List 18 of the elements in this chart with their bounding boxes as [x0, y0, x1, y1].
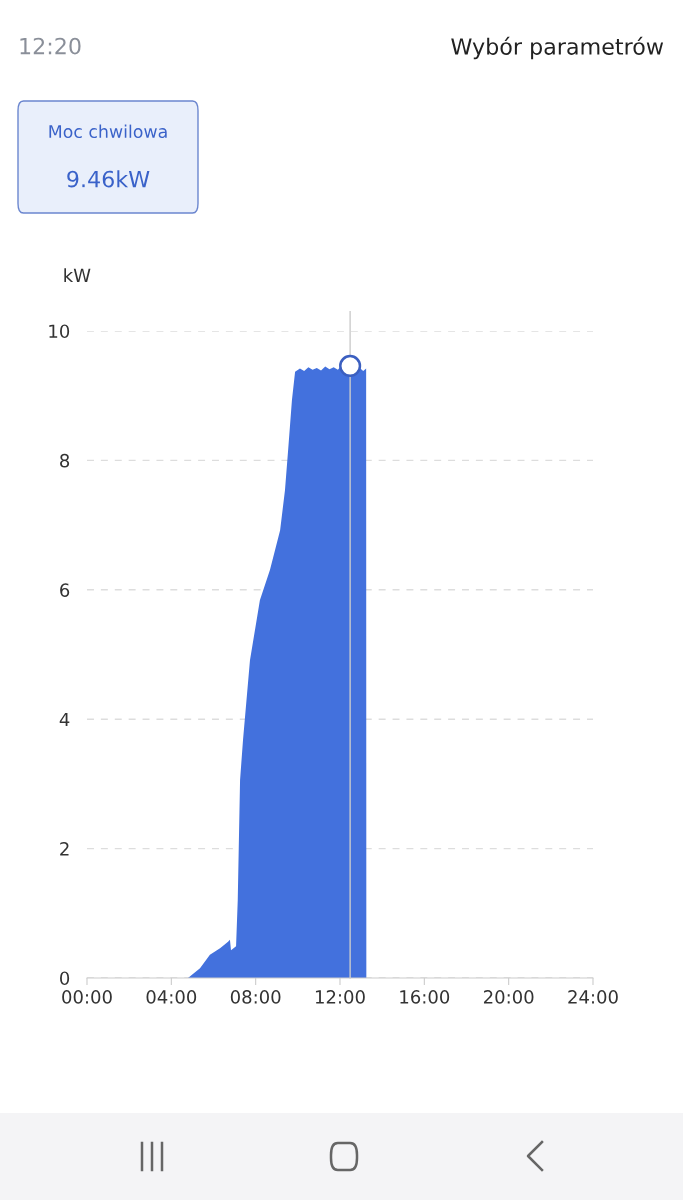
- y-tick-label: 2: [60, 842, 69, 856]
- x-tick-label: 12:00: [315, 990, 365, 1004]
- text: Wybór parametrów: [451, 36, 664, 60]
- x-tick-label: 04:00: [146, 990, 197, 1004]
- y-tick-label: 6: [60, 583, 70, 597]
- x-tick-label: 16:00: [400, 990, 450, 1004]
- text: 12:20: [20, 37, 81, 55]
- x-tick-label: 20:00: [483, 990, 534, 1004]
- y-tick-label: 8: [60, 453, 70, 468]
- y-tick-label: 4: [59, 712, 70, 727]
- x-tick-label: 24:00: [568, 990, 618, 1004]
- x-tick-label: 08:00: [230, 990, 281, 1004]
- x-tick-label: 00:00: [62, 990, 112, 1004]
- text: Moc chwilowa: [49, 124, 167, 139]
- text: 9.46kW: [67, 170, 150, 188]
- y-tick-label: 10: [49, 324, 70, 339]
- y-axis-title: kW: [64, 268, 91, 282]
- y-tick-label: 0: [60, 971, 70, 986]
